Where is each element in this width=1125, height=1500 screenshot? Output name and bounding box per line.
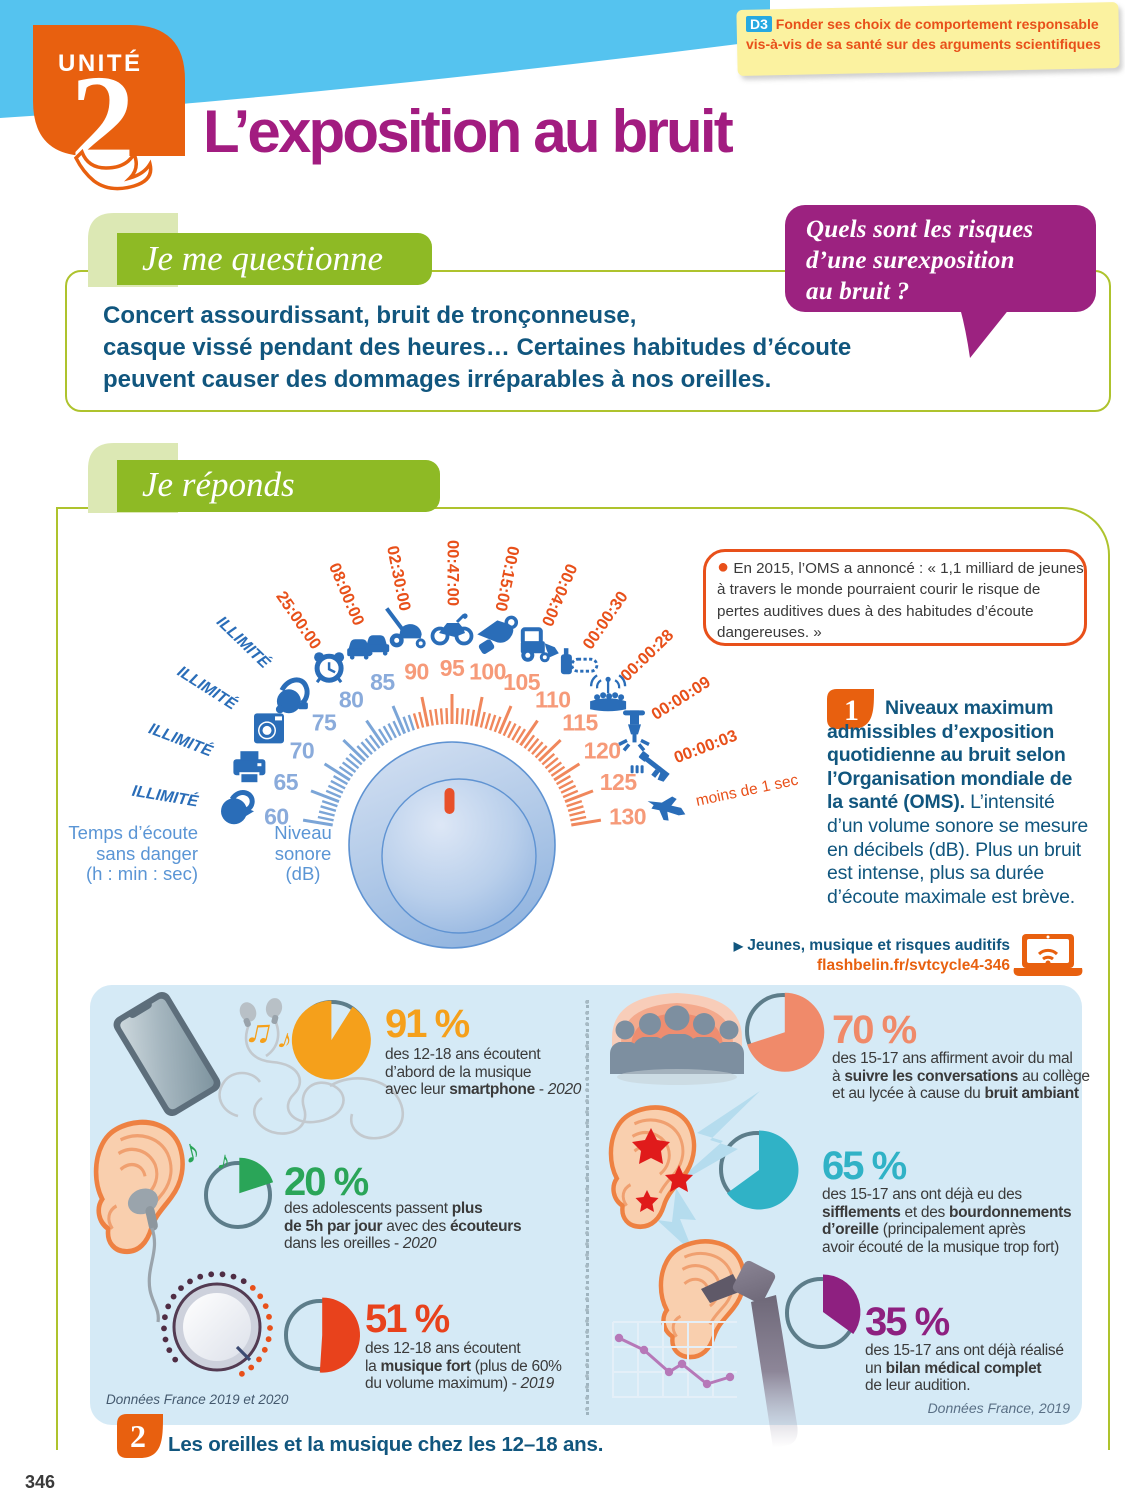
- svg-text:115: 115: [562, 709, 598, 735]
- svg-text:08:00:00: 08:00:00: [325, 560, 367, 628]
- svg-text:00:00:09: 00:00:09: [648, 673, 713, 724]
- svg-text:♪: ♪: [215, 1144, 233, 1176]
- svg-text:80: 80: [339, 686, 364, 712]
- svg-text:ILLIMITÉ: ILLIMITÉ: [146, 719, 216, 761]
- svg-text:110: 110: [535, 686, 571, 712]
- svg-text:130: 130: [609, 804, 646, 830]
- svg-text:60: 60: [264, 804, 289, 830]
- svg-text:1: 1: [844, 694, 859, 727]
- svg-text:95: 95: [440, 655, 465, 681]
- svg-text:ILLIMITÉ: ILLIMITÉ: [131, 781, 201, 811]
- svg-text:UNITÉ: UNITÉ: [58, 49, 143, 77]
- svg-text:ILLIMITÉ: ILLIMITÉ: [174, 662, 242, 715]
- svg-text:105: 105: [503, 669, 541, 695]
- svg-text:02:30:00: 02:30:00: [383, 544, 414, 612]
- svg-text:00:04:00: 00:04:00: [538, 561, 580, 629]
- svg-text:85: 85: [370, 669, 395, 695]
- svg-text:70: 70: [290, 737, 315, 763]
- svg-text:00:00:30: 00:00:30: [579, 588, 631, 653]
- svg-text:120: 120: [584, 737, 621, 763]
- svg-text:25:00:00: 25:00:00: [272, 588, 324, 653]
- svg-text:125: 125: [600, 769, 638, 795]
- svg-text:75: 75: [312, 709, 337, 735]
- svg-text:00:47:00: 00:47:00: [444, 540, 462, 606]
- svg-text:90: 90: [404, 659, 429, 685]
- svg-text:00:15:00: 00:15:00: [491, 544, 522, 612]
- svg-text:2: 2: [130, 1418, 146, 1454]
- svg-text:00:00:03: 00:00:03: [672, 727, 740, 767]
- svg-text:moins de 1 sec: moins de 1 sec: [694, 772, 800, 810]
- svg-text:65: 65: [274, 769, 299, 795]
- svg-text:100: 100: [469, 659, 506, 685]
- svg-text:ILLIMITÉ: ILLIMITÉ: [213, 612, 275, 673]
- svg-text:00:00:28: 00:00:28: [617, 626, 677, 685]
